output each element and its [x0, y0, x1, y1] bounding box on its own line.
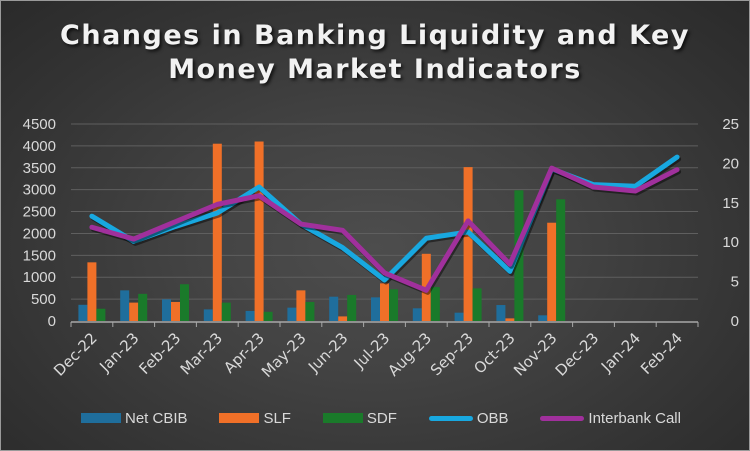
bar-slf — [338, 316, 348, 321]
legend-label: SLF — [263, 409, 291, 427]
bar-sdf — [556, 199, 566, 321]
x-axis-category-label: Nov-23 — [510, 329, 560, 379]
x-axis-category-label: Feb-24 — [637, 329, 686, 378]
left-axis-tick-label: 500 — [31, 291, 56, 308]
legend-item-sdf: SDF — [322, 409, 397, 427]
legend-swatch-sdf — [322, 413, 363, 423]
bar-net-cbib — [538, 315, 548, 321]
legend-item-slf: SLF — [219, 410, 291, 427]
bar-net-cbib — [412, 308, 422, 321]
bar-slf — [212, 143, 222, 321]
bar-sdf — [430, 287, 440, 321]
legend-swatch-slf — [219, 413, 260, 423]
right-axis-tick-label: 5 — [731, 274, 739, 291]
left-axis-tick-label: 3000 — [23, 182, 56, 199]
bar-sdf — [389, 289, 398, 321]
bar-sdf — [96, 308, 106, 321]
x-axis-category-label: Sep-23 — [427, 329, 477, 379]
gridlines — [71, 123, 698, 300]
x-axis-category-label: Aug-23 — [384, 329, 435, 380]
legend-label: SDF — [366, 409, 397, 427]
bar-net-cbib — [78, 304, 88, 321]
x-axis-category-label: Dec-23 — [552, 329, 603, 380]
chart-title: Changes in Banking Liquidity and Key Mon… — [1, 19, 749, 87]
left-axis-tick-label: 2500 — [23, 204, 56, 221]
bar-slf — [380, 283, 389, 321]
bar-net-cbib — [329, 296, 339, 321]
bar-sdf — [263, 311, 273, 321]
bar-slf — [296, 290, 306, 321]
bar-sdf — [305, 301, 315, 321]
left-axis-tick-label: 1000 — [23, 269, 56, 286]
left-axis-tick-label: 1500 — [23, 247, 56, 264]
bar-slf — [505, 318, 515, 321]
legend-label: Interbank Call — [588, 409, 681, 427]
bar-net-cbib — [203, 309, 213, 321]
left-axis-tick-label: 4500 — [23, 116, 56, 133]
right-axis-tick-label: 15 — [722, 195, 739, 212]
bar-sdf — [180, 284, 189, 321]
x-axis-category-label: Feb-23 — [135, 329, 184, 378]
right-axis-tick-label: 10 — [722, 234, 739, 251]
bar-slf — [254, 141, 264, 321]
legend-swatch-net-cbib — [81, 413, 121, 423]
bar-net-cbib — [120, 290, 130, 321]
legend-label: OBB — [476, 409, 509, 427]
left-axis-tick-label: 4000 — [23, 138, 56, 155]
chart-title-line-2: Money Market Indicators — [168, 54, 582, 85]
legend-swatch-interbank-call — [540, 415, 585, 421]
bar-slf — [171, 301, 180, 321]
right-axis-tick-label: 20 — [722, 155, 739, 172]
x-axis-category-label: Jan-24 — [597, 329, 644, 376]
bar-net-cbib — [496, 305, 506, 321]
legend-item-interbank-call: Interbank Call — [540, 410, 681, 427]
x-axis-category-label: May-23 — [258, 329, 310, 381]
line-interbank-call — [89, 165, 680, 293]
bar-slf — [129, 302, 139, 321]
axes: 0 500 1000 1500 2000 2500 3000 3500 4000 4500 0 5 10… — [23, 116, 739, 381]
bar-net-cbib — [454, 312, 464, 321]
x-axis-category-label: Oct-23 — [470, 329, 518, 377]
x-axis-category-label: Jun-23 — [304, 329, 351, 376]
legend-swatch-obb — [428, 415, 473, 421]
line-series — [89, 154, 682, 295]
x-axis-category-label: Jan-23 — [95, 329, 142, 376]
bar-slf — [87, 262, 97, 321]
right-axis-tick-label: 0 — [731, 313, 739, 330]
bar-slf — [463, 167, 473, 321]
bar-sdf — [347, 294, 357, 321]
legend-item-obb: OBB — [428, 409, 509, 427]
x-axis-category-label: Mar-23 — [177, 329, 226, 378]
left-axis-tick-label: 2000 — [23, 225, 56, 242]
bar-sdf — [221, 302, 231, 321]
bar-slf — [547, 222, 557, 321]
bar-net-cbib — [287, 307, 297, 321]
right-axis-tick-label: 25 — [722, 116, 739, 133]
bar-sdf — [472, 288, 482, 321]
chart-legend: Net CBIB SLF SDF OBB Interbank Call — [81, 403, 681, 433]
bar-net-cbib — [245, 310, 255, 321]
chart-title-line-1: Changes in Banking Liquidity and Key — [60, 20, 690, 51]
legend-label: Net CBIB — [125, 409, 188, 427]
bar-net-cbib — [371, 297, 380, 321]
bar-net-cbib — [162, 299, 171, 321]
x-axis-category-label: Dec-22 — [50, 329, 101, 380]
legend-item-net-cbib: Net CBIB — [81, 410, 188, 427]
left-axis-tick-label: 3500 — [23, 160, 56, 177]
left-axis-tick-label: 0 — [48, 313, 56, 330]
bar-sdf — [138, 293, 148, 321]
